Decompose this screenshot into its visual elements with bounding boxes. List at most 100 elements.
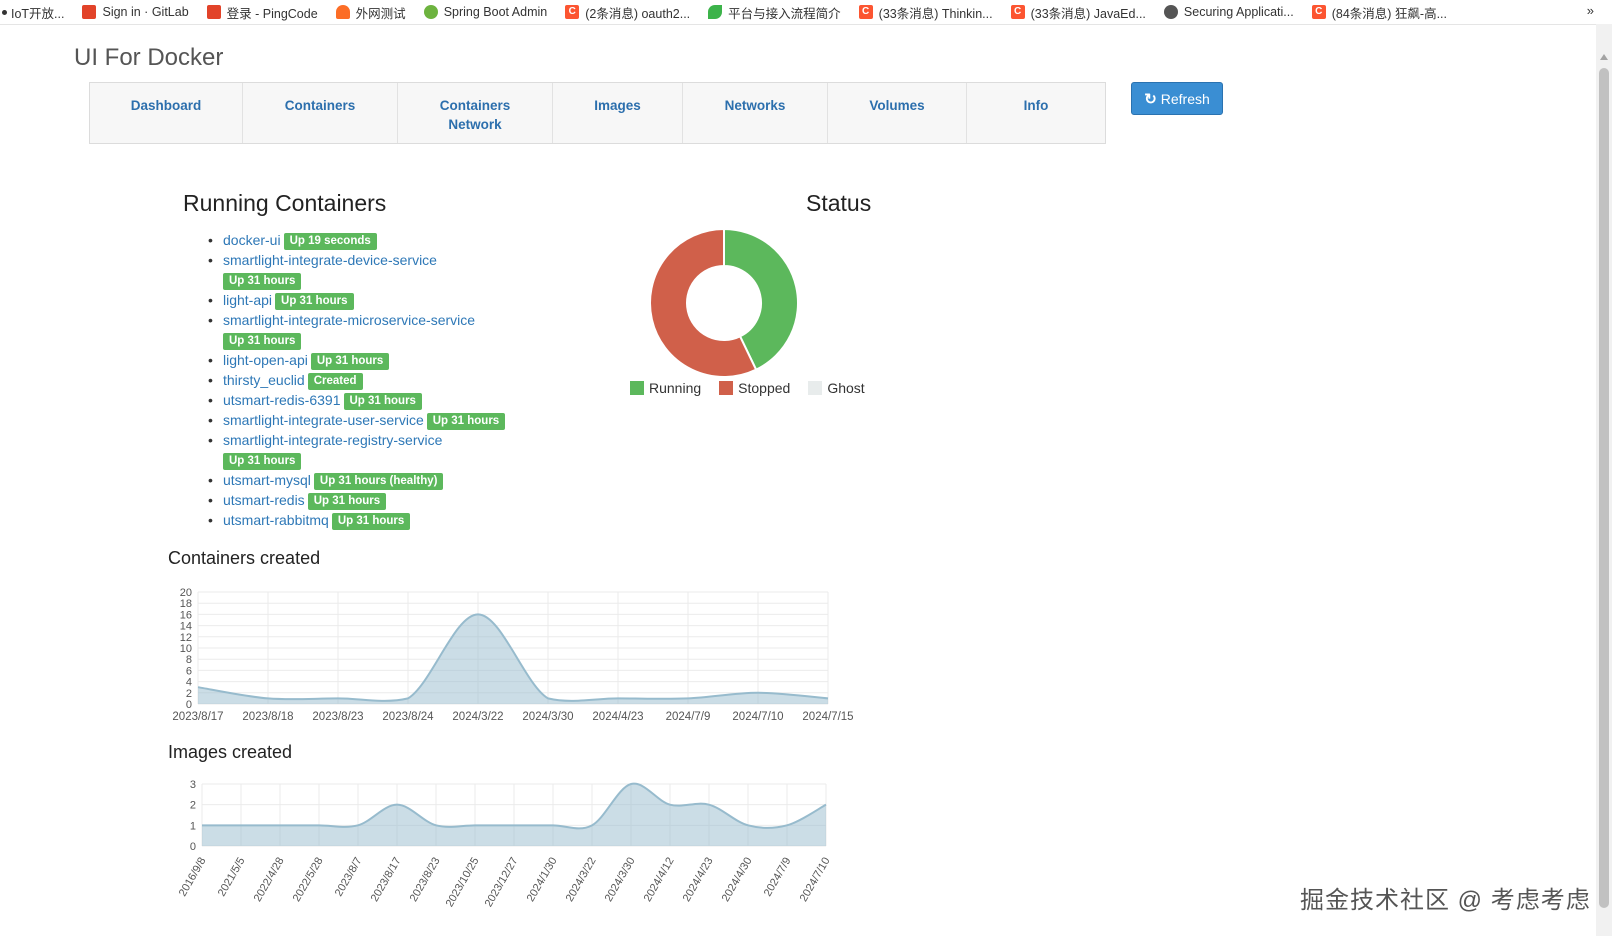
container-link[interactable]: utsmart-redis [223,492,305,508]
x-tick-label: 2024/7/9 [666,711,711,723]
y-tick-label: 18 [180,598,192,610]
refresh-button[interactable]: ↻ Refresh [1131,82,1223,115]
tab-info[interactable]: Info [967,83,1105,143]
scroll-up-arrow-icon[interactable] [1600,54,1608,60]
watermark: 掘金技术社区 @ 考虑考虑 [1300,887,1591,914]
x-tick-label: 2024/3/22 [564,856,599,904]
status-badge: Up 31 hours [223,333,302,350]
bookmark-label: (33条消息) Thinkin... [878,6,993,21]
x-tick-label: 2023/12/27 [483,856,521,910]
container-list-item: smartlight-integrate-registry-service Up … [196,430,616,470]
x-tick-label: 2023/8/7 [333,856,365,899]
status-title: Status [806,190,872,216]
area-fill [202,783,826,846]
csdn-icon: C [565,5,580,19]
refresh-label: Refresh [1160,90,1210,107]
tab-containers-network[interactable]: Containers Network [398,83,553,143]
y-tick-label: 2 [186,688,192,700]
page-scrollbar[interactable] [1596,24,1612,936]
container-link[interactable]: utsmart-mysql [223,472,311,488]
container-link[interactable]: utsmart-rabbitmq [223,512,329,528]
container-link[interactable]: smartlight-integrate-registry-service [223,432,443,448]
x-tick-label: 2023/8/24 [382,711,434,723]
x-tick-label: 2024/7/10 [798,856,833,904]
x-tick-label: 2022/5/28 [291,856,326,904]
status-badge: Up 31 hours [426,413,506,430]
main-nav: Dashboard Containers Containers Network Ima… [89,82,1106,144]
globe-icon [1163,5,1178,19]
x-tick-label: 2023/8/23 [408,856,443,904]
bookmarks-overflow-button[interactable]: » [1586,3,1594,18]
scrollbar-thumb[interactable] [1599,68,1609,908]
legend-swatch [630,381,644,395]
x-tick-label: 2021/5/5 [216,856,248,899]
container-link[interactable]: light-api [223,292,273,308]
pingcode-icon [206,5,221,19]
bookmark-item[interactable]: IoT开放... [2,3,64,22]
app-title: UI For Docker [74,44,224,71]
legend-label: Ghost [827,380,865,396]
container-list-item: smartlight-integrate-device-service Up 31… [196,250,616,290]
container-list-item: smartlight-integrate-microservice-servic… [196,310,616,350]
refresh-icon: ↻ [1144,90,1157,108]
legend-label: Running [649,380,702,396]
container-link[interactable]: thirsty_euclid [223,372,305,388]
legend-swatch [808,381,823,395]
bookmark-label: Spring Boot Admin [443,5,548,19]
bookmark-item[interactable]: Spring Boot Admin [423,5,548,19]
csdn-icon: C [1311,5,1326,19]
tab-images[interactable]: Images [553,83,683,143]
status-badge: Up 31 hours (healthy) [313,473,444,490]
tab-volumes[interactable]: Volumes [828,83,967,143]
bookmark-item[interactable]: 登录 - PingCode [206,3,318,22]
csdn-icon: C [858,5,873,19]
tab-networks[interactable]: Networks [683,83,828,143]
x-tick-label: 2023/10/25 [444,856,482,910]
tab-label: Networks [724,98,786,113]
container-link[interactable]: smartlight-integrate-user-service [223,412,424,428]
tab-containers[interactable]: Containers [243,83,398,143]
x-tick-label: 2024/7/9 [762,856,794,899]
status-legend: Running Stopped Ghost [630,380,883,396]
x-tick-label: 2024/1/30 [525,856,560,904]
y-tick-label: 3 [190,779,196,791]
bookmark-label: IoT开放... [11,6,65,21]
bookmark-label: 外网测试 [355,6,406,21]
container-link[interactable]: smartlight-integrate-microservice-servic… [223,312,476,328]
tab-dashboard[interactable]: Dashboard [90,83,243,143]
bookmark-item[interactable]: C (33条消息) Thinkin... [858,3,993,22]
donut-slice-stopped [649,228,758,378]
containers-created-title: Containers created [168,548,321,568]
bookmark-item[interactable]: 平台与接入流程简介 [708,3,841,22]
bookmark-item[interactable]: C (2条消息) oauth2... [565,3,690,22]
status-badge: Up 31 hours [310,353,390,370]
bookmark-item[interactable]: Sign in · GitLab [82,5,189,19]
bookmark-label: Securing Applicati... [1183,5,1294,19]
x-tick-label: 2024/3/22 [452,711,503,723]
bookmark-item[interactable]: 外网测试 [335,3,406,22]
series-line [197,613,829,702]
status-badge: Up 31 hours [331,513,411,530]
y-tick-label: 0 [190,841,196,853]
tab-label: Volumes [869,98,925,113]
bookmark-item[interactable]: C (84条消息) 狂飙-高... [1311,3,1447,22]
y-tick-label: 0 [186,699,192,711]
bookmark-item[interactable]: Securing Applicati... [1163,5,1294,19]
container-link[interactable]: smartlight-integrate-device-service [223,252,437,268]
status-badge: Created [307,373,363,390]
bookmark-item[interactable]: C (33条消息) JavaEd... [1010,3,1146,22]
bookmarks-bar: IoT开放... Sign in · GitLab 登录 - PingCode 外网测… [0,0,1612,25]
y-tick-label: 20 [180,587,192,599]
container-link[interactable]: docker-ui [223,232,281,248]
container-link[interactable]: utsmart-redis-6391 [223,392,341,408]
container-link[interactable]: light-open-api [223,352,308,368]
x-tick-label: 2024/3/30 [603,856,638,904]
